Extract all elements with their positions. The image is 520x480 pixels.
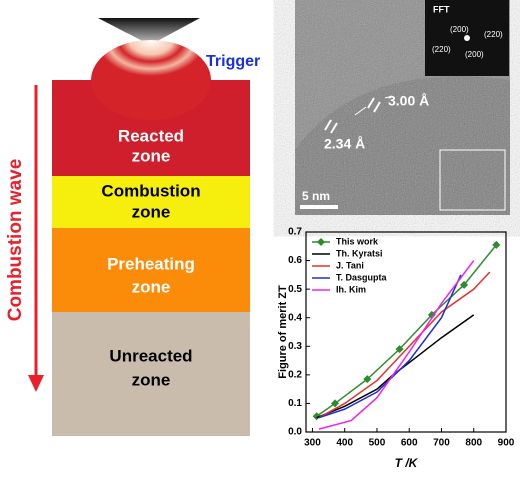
y-tick-label: 0.1	[288, 398, 302, 409]
spacing-label: 2.34 Å	[324, 136, 365, 152]
fft-label: FFT	[433, 4, 450, 14]
series-line	[316, 314, 475, 419]
y-tick-label: 0.3	[288, 341, 302, 352]
fft-spot-label: (220)	[484, 30, 503, 39]
data-point	[460, 280, 469, 289]
x-tick-label: 600	[401, 438, 418, 449]
combustion-diagram: Trigger Reacted zone Combustion zone Pre…	[5, 18, 260, 436]
y-tick-label: 0.4	[288, 312, 302, 323]
fringe-mark	[373, 101, 381, 113]
fringe-mark	[330, 122, 338, 134]
series-line	[316, 244, 497, 417]
trigger-label: Trigger	[206, 53, 260, 70]
zone-label: Unreacted	[109, 346, 192, 365]
unreacted-zone	[52, 312, 250, 436]
x-axis-label: T /K	[395, 456, 419, 470]
zone-label: Preheating	[107, 254, 195, 273]
y-tick-label: 0.6	[288, 255, 302, 266]
zone-label: Combustion	[101, 181, 200, 200]
data-point	[427, 310, 436, 319]
trigger-tip	[98, 18, 200, 45]
wave-label: Combustion wave	[5, 159, 26, 322]
x-tick-label: 900	[498, 438, 515, 449]
series-line	[318, 271, 491, 419]
y-tick-label: 0.7	[288, 227, 302, 238]
zone-label: zone	[132, 146, 171, 165]
x-tick-label: 400	[336, 438, 353, 449]
x-tick-label: 500	[369, 438, 386, 449]
data-point	[331, 399, 340, 408]
legend-label: T. Dasgupta	[336, 272, 388, 282]
data-point	[395, 345, 404, 354]
legend-marker	[317, 238, 325, 246]
zone-label: zone	[132, 277, 171, 296]
zone-label: zone	[132, 370, 171, 389]
data-point	[363, 375, 372, 384]
data-point	[492, 240, 501, 249]
fringe-mark	[324, 119, 332, 131]
plot-frame	[305, 231, 507, 433]
zt-chart: 0.0 0.1 0.2 0.3 0.4 0.5 0.6 0.7 300 400 500 600 700 8…	[277, 227, 515, 471]
x-tick-label: 300	[304, 438, 321, 449]
scale-bar	[300, 205, 338, 209]
micrograph: FFT (200) (220) (220) (200) 3.00 Å 2.34 …	[295, 0, 510, 215]
legend-label: This work	[336, 236, 379, 246]
fft-spot-label: (200)	[450, 25, 469, 34]
x-tick-label: 800	[465, 438, 482, 449]
series-line	[318, 260, 475, 430]
series-line	[318, 274, 462, 419]
preheating-zone	[52, 228, 250, 312]
scale-label: 5 nm	[302, 189, 330, 203]
spacing-label: 3.00 Å	[388, 93, 429, 109]
fft-spot-label: (220)	[432, 45, 451, 54]
y-axis-label: Figure of merit ZT	[277, 285, 289, 379]
fft-spot-label: (200)	[465, 50, 484, 59]
zone-label: zone	[132, 202, 171, 221]
legend-label: Ih. Kim	[336, 284, 366, 294]
y-tick-label: 0.2	[288, 369, 302, 380]
data-point	[312, 412, 321, 421]
fft-spot	[464, 35, 470, 41]
y-tick-label: 0.5	[288, 284, 302, 295]
legend-label: Th. Kyratsi	[336, 248, 383, 258]
y-tick-label: 0.0	[288, 427, 302, 438]
zone-label: Reacted	[118, 126, 184, 145]
pointer	[354, 106, 367, 116]
reaction-glow	[91, 40, 211, 120]
x-tick-label: 700	[433, 438, 450, 449]
fringe-mark	[367, 97, 375, 109]
wave-arrowhead	[28, 375, 44, 392]
legend-label: J. Tani	[336, 260, 364, 270]
combustion-zone	[52, 176, 250, 228]
pointer	[384, 95, 393, 99]
zoom-box	[439, 149, 506, 211]
